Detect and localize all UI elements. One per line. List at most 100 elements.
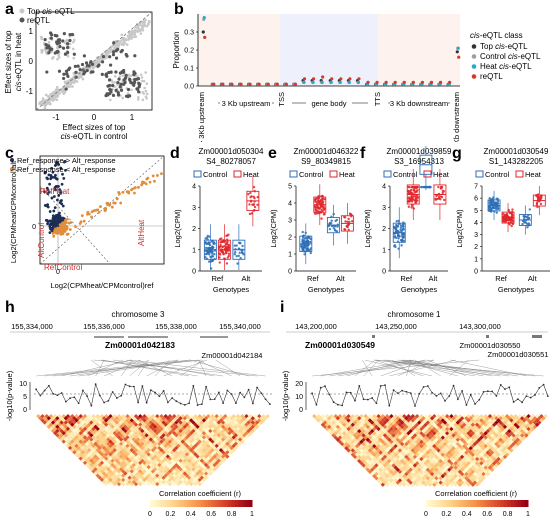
panel-c-point xyxy=(53,218,57,221)
panel-i-heatmap xyxy=(312,414,548,487)
panel-a-point-top xyxy=(64,39,68,43)
panel-a-point-top xyxy=(119,40,122,43)
panel-g-legend-heat-marker xyxy=(515,170,524,178)
ld-cell xyxy=(466,422,471,427)
panel-c-point xyxy=(53,206,57,210)
panel-b-point xyxy=(420,80,425,84)
ld-cell xyxy=(438,467,443,472)
ld-cell xyxy=(412,441,418,447)
ld-cell xyxy=(389,456,394,462)
ld-cell xyxy=(421,441,426,447)
panel-e-point xyxy=(319,211,323,214)
panel-d-point xyxy=(207,260,211,263)
panel-c-point xyxy=(68,228,72,231)
panel-g-point xyxy=(511,213,514,217)
panel-e-point xyxy=(306,240,309,244)
panel-f-point xyxy=(414,201,417,204)
ld-cell xyxy=(466,431,471,436)
ld-cell xyxy=(432,422,437,427)
ld-cell xyxy=(363,431,368,436)
panel-h-gene-track-2 xyxy=(128,336,168,338)
panel-a-point-reqtl xyxy=(48,48,52,52)
ld-cell xyxy=(462,418,467,423)
panel-e-point xyxy=(347,228,350,232)
panel-b-point xyxy=(302,77,307,81)
ld-cell xyxy=(453,465,458,470)
panel-c-point xyxy=(54,188,57,192)
ld-connector xyxy=(154,359,170,377)
ld-cell xyxy=(423,456,428,462)
ld-cell xyxy=(449,456,454,462)
ld-cell xyxy=(378,446,383,451)
panel-c-point xyxy=(63,159,67,163)
ld-cell xyxy=(507,441,512,447)
ld-cell xyxy=(367,465,373,470)
panel-g-point xyxy=(536,205,539,209)
panel-a-point-reqtl xyxy=(119,88,124,92)
panel-a-point-top xyxy=(55,91,59,94)
panel-e-point xyxy=(328,222,331,226)
panel-a-point-top xyxy=(91,67,95,70)
panel-a-point-top xyxy=(140,76,144,79)
ld-cell xyxy=(382,437,388,442)
ld-cell xyxy=(483,448,488,453)
ld-cell xyxy=(408,450,413,455)
manhattan-point xyxy=(426,385,429,387)
manhattan-point xyxy=(145,401,148,404)
panel-d-legend-heat: Heat xyxy=(243,170,260,179)
panel-i-plot: chromosome 1 143,200,000 143,250,000 143… xyxy=(281,310,550,518)
panel-a-point-reqtl xyxy=(116,80,120,85)
panel-g-ytick: 7 xyxy=(474,184,478,191)
ld-cell xyxy=(412,424,418,429)
ld-cell xyxy=(404,471,409,477)
panel-a-point-top xyxy=(120,33,124,37)
ld-cell xyxy=(526,431,531,436)
panel-a-point-reqtl xyxy=(68,38,72,43)
ld-cell xyxy=(481,467,486,472)
manhattan-point xyxy=(444,400,446,402)
cbar-segment xyxy=(480,500,485,507)
panel-i-ytick-1: 0 xyxy=(299,407,303,414)
panel-a-point-top xyxy=(57,56,61,59)
ld-cell xyxy=(361,437,366,442)
panel-a-point-reqtl xyxy=(80,62,85,67)
cbar-segment xyxy=(429,500,434,507)
ld-cell xyxy=(483,422,488,427)
panel-a-point-top xyxy=(144,71,147,74)
ld-cell xyxy=(367,431,373,436)
panel-g-point xyxy=(510,224,513,228)
panel-a-point-reqtl xyxy=(61,76,66,81)
ld-connector xyxy=(70,359,179,377)
panel-c-point xyxy=(108,203,111,207)
ld-cell xyxy=(427,465,433,470)
panel-f-point xyxy=(424,185,428,189)
ld-cell xyxy=(397,456,403,462)
ld-cell xyxy=(423,448,428,453)
cbar-segment xyxy=(446,500,451,507)
panel-b-xtick-tts: TTS xyxy=(373,92,382,106)
ld-cell xyxy=(492,448,497,453)
cbar-segment xyxy=(500,500,505,507)
ld-cell xyxy=(404,476,409,481)
panel-a-point-reqtl xyxy=(114,70,118,74)
panel-a-point-reqtl xyxy=(66,50,70,55)
ld-cell xyxy=(397,444,403,449)
panel-b-point xyxy=(384,80,388,84)
cbar-segment xyxy=(238,500,243,507)
panel-a-point-reqtl xyxy=(72,52,76,56)
panel-d-point xyxy=(211,259,214,262)
panel-a-points xyxy=(38,18,151,110)
manhattan-point xyxy=(512,401,515,403)
ld-cell xyxy=(412,420,418,425)
panel-f-xtick: Alt xyxy=(429,274,439,283)
ld-cell xyxy=(419,452,424,457)
ld-cell xyxy=(466,461,471,466)
panel-f-point xyxy=(411,185,415,189)
panel-c-point xyxy=(59,219,63,223)
panel-f-point xyxy=(416,185,419,189)
ld-cell xyxy=(378,441,383,447)
ld-cell xyxy=(421,467,426,472)
panel-a-point-top xyxy=(94,61,98,64)
ld-cell xyxy=(432,456,437,462)
